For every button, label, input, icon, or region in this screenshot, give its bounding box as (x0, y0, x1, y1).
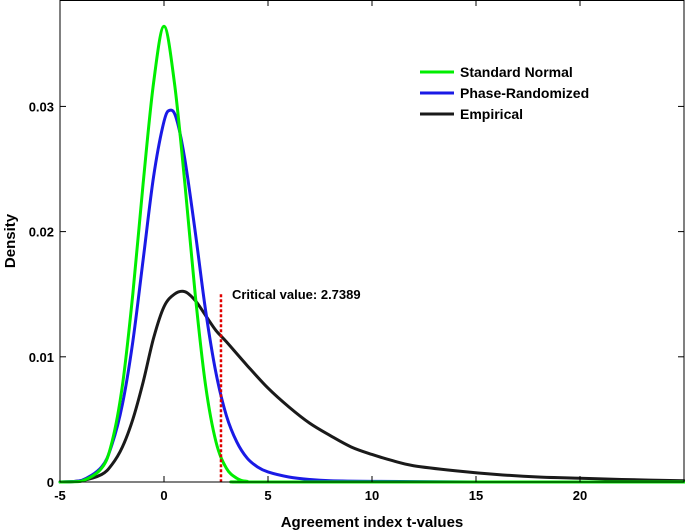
x-tick-label: 0 (160, 488, 167, 503)
x-tick-label: 15 (469, 488, 483, 503)
series-line-standard-normal (58, 24, 685, 484)
y-ticks: 0 0.01 0.02 0.03 (29, 99, 684, 490)
x-tick-label: 20 (573, 488, 587, 503)
x-ticks: -5 0 5 10 15 20 (54, 0, 587, 503)
plot-area (60, 0, 684, 482)
y-tick-label: 0.01 (29, 350, 54, 365)
y-tick-label: 0.03 (29, 99, 54, 114)
x-tick-label: -5 (54, 488, 66, 503)
curves-group (58, 24, 685, 484)
series-line-phase-randomized (58, 108, 685, 484)
legend-entry: Standard Normal (460, 64, 573, 80)
legend-entry: Phase-Randomized (460, 85, 589, 101)
x-axis-label: Agreement index t-values (281, 514, 464, 531)
legend: Standard Normal Phase-Randomized Empirical (420, 64, 589, 122)
y-axis-label: Density (2, 213, 19, 268)
critical-value-label: Critical value: 2.7389 (232, 287, 361, 302)
x-tick-label: 10 (365, 488, 379, 503)
x-tick-label: 5 (264, 488, 271, 503)
y-tick-label: 0.02 (29, 225, 54, 240)
y-tick-label: 0 (47, 475, 54, 490)
legend-entry: Empirical (460, 106, 523, 122)
series-line-empirical (58, 289, 685, 484)
